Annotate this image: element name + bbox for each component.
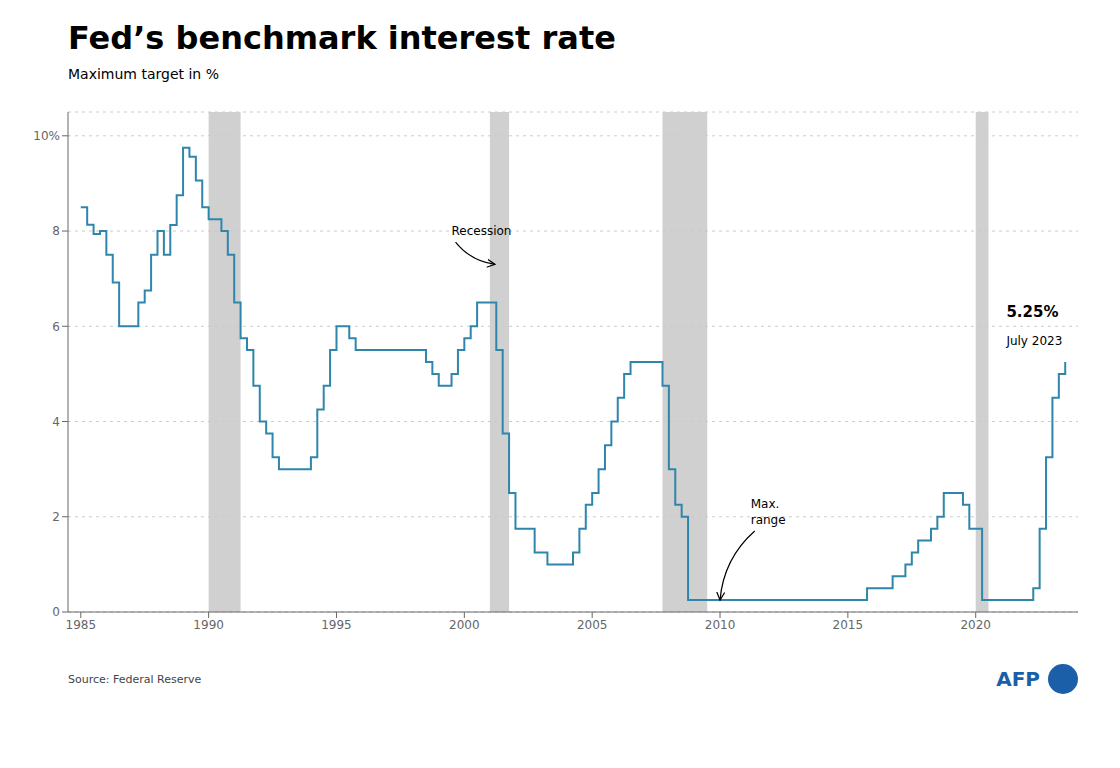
svg-text:5.25%: 5.25% [1006,303,1058,321]
svg-text:1990: 1990 [193,618,224,632]
svg-text:1995: 1995 [321,618,352,632]
html-text:Maximum target in %: Maximum target in % [68,66,219,82]
svg-text:2020: 2020 [960,618,991,632]
svg-text:2010: 2010 [705,618,736,632]
svg-text:0: 0 [52,605,60,619]
html-text:Source: Federal Reserve: Source: Federal Reserve [68,672,202,686]
svg-text:2000: 2000 [449,618,480,632]
svg-text:6: 6 [52,320,60,334]
svg-text:4: 4 [52,415,60,429]
svg-text:2005: 2005 [577,618,608,632]
svg-text:2: 2 [52,510,60,524]
svg-text:Max.range: Max.range [751,497,786,527]
svg-text:8: 8 [52,224,60,238]
svg-text:2015: 2015 [833,618,864,632]
svg-text:July 2023: July 2023 [1005,334,1062,348]
svg-text:Recession: Recession [452,224,512,238]
svg-text:10%: 10% [33,129,60,143]
svg-text:1985: 1985 [66,618,97,632]
html-text:Fed’s benchmark interest rate: Fed’s benchmark interest rate [68,19,616,57]
html-text:AFP: AFP [996,667,1040,691]
